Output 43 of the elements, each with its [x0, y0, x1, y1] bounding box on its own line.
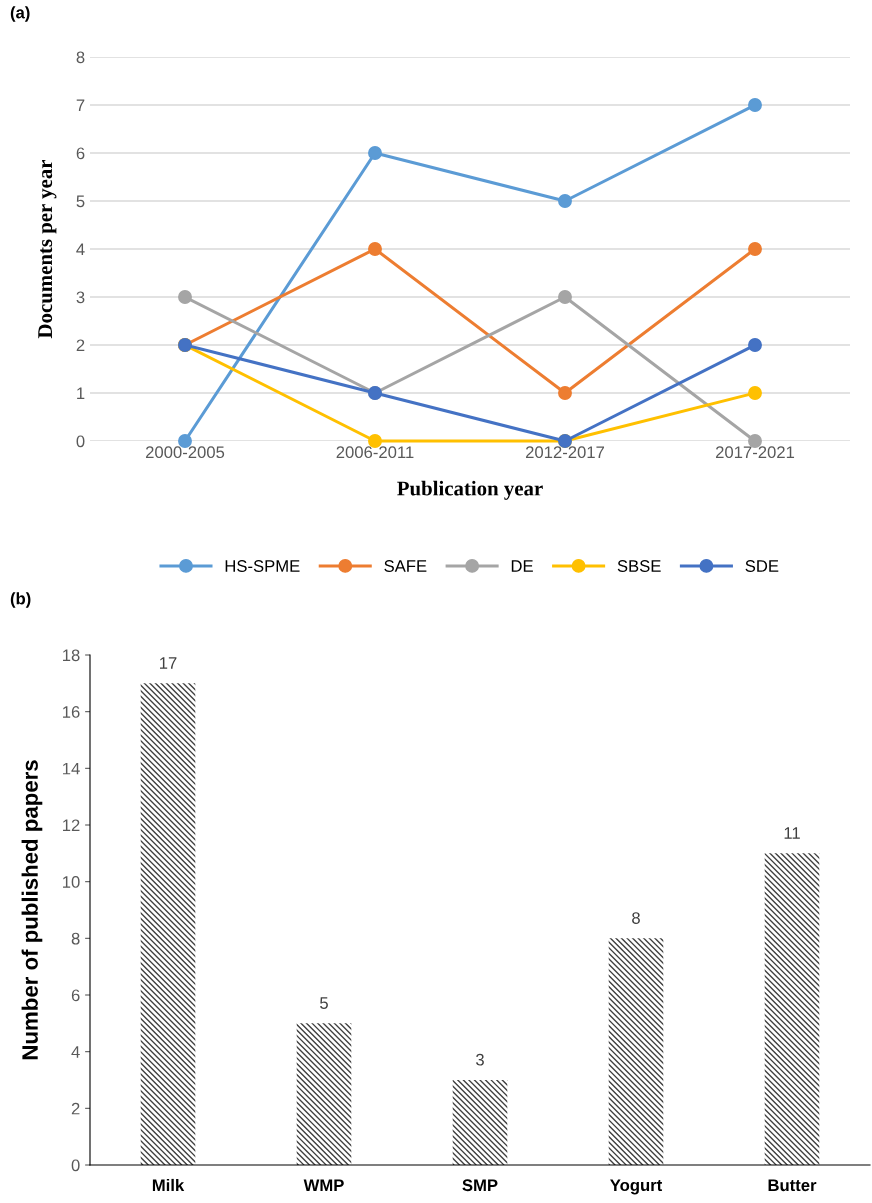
- y-tick-label: 2: [71, 1102, 80, 1115]
- y-tick-label: 8: [76, 51, 85, 64]
- x-tick-label: 2017-2021: [715, 446, 795, 459]
- y-tick-label: 8: [71, 932, 80, 945]
- y-tick-label: 18: [63, 649, 80, 662]
- y-tick-label: 2: [76, 339, 85, 352]
- y-tick-label: 12: [63, 819, 80, 832]
- data-label: 5: [320, 997, 328, 1009]
- y-tick-label: 0: [76, 435, 85, 448]
- y-tick-label: 3: [76, 291, 85, 304]
- y-tick-label: 6: [76, 147, 85, 160]
- y-tick-label: 14: [63, 762, 80, 775]
- y-tick-label: 5: [76, 195, 85, 208]
- x-axis-title: Publication year: [397, 480, 543, 500]
- legend-label: SDE: [745, 560, 779, 572]
- y-tick-label: 10: [63, 876, 80, 888]
- legend-label: SAFE: [384, 560, 427, 572]
- y-tick-label: 7: [76, 99, 85, 112]
- chart-title: (a): [10, 6, 30, 22]
- legend-label: HS-SPME: [225, 560, 300, 572]
- chart-title: (b): [10, 592, 31, 608]
- data-label: 8: [632, 912, 640, 924]
- legend-label: DE: [511, 560, 533, 572]
- data-label: 3: [476, 1053, 484, 1066]
- x-tick-label: 2000-2005: [145, 446, 225, 459]
- y-tick-label: 0: [71, 1159, 80, 1172]
- y-tick-label: 4: [71, 1046, 80, 1058]
- y-axis-title: Number of published papers: [21, 760, 43, 1060]
- x-tick-label: WMP: [303, 1179, 344, 1191]
- data-label: 11: [784, 827, 800, 839]
- x-tick-label: 2012-2017: [525, 446, 605, 459]
- y-tick-label: 16: [63, 706, 80, 718]
- x-tick-label: SMP: [462, 1179, 498, 1192]
- x-tick-label: Yogurt: [610, 1179, 663, 1195]
- x-tick-label: Butter: [768, 1179, 817, 1192]
- y-tick-label: 4: [76, 243, 85, 256]
- x-tick-label: Milk: [152, 1178, 185, 1191]
- x-tick-label: 2006-2011: [336, 446, 414, 459]
- y-tick-label: 6: [71, 989, 80, 1002]
- data-label: 17: [160, 657, 177, 669]
- y-axis-title: Documents per year: [38, 159, 57, 339]
- legend-label: SBSE: [617, 560, 661, 572]
- y-tick-label: 1: [77, 387, 85, 400]
